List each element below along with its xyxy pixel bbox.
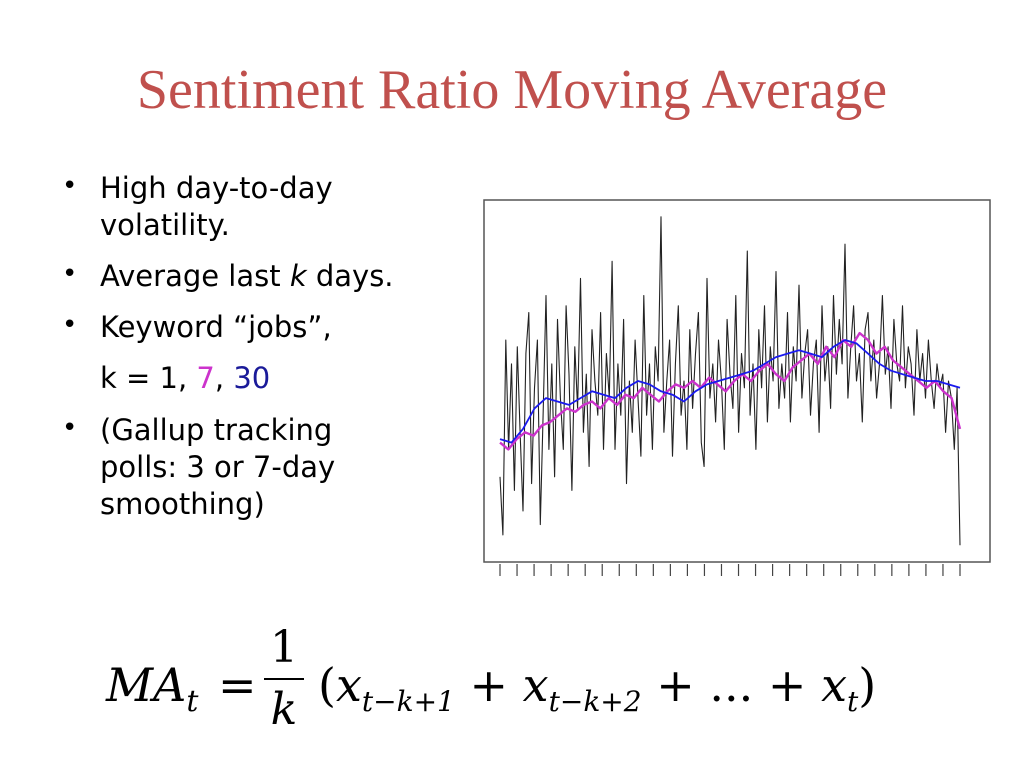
bullet-text: (Gallup tracking (100, 412, 333, 447)
series-line-1 (499, 331, 962, 451)
bullet-dot-icon: • (62, 259, 78, 290)
k-values-line: k = 1, 7, 30 (54, 360, 454, 397)
series-line-0 (499, 216, 961, 546)
sentiment-chart (476, 196, 996, 596)
formula-fraction: 1 k (264, 622, 304, 736)
formula-plus: + (641, 658, 710, 712)
formula-sub: t−k+1 (361, 685, 455, 719)
bullet-text: polls: 3 or 7-day (100, 449, 336, 484)
moving-average-formula: MAt = 1 k (xt−k+1 + xt−k+2 + ... + xt) (106, 622, 966, 742)
formula-lhs: MAt (106, 658, 198, 719)
bullet-text: Average last (100, 259, 290, 294)
bullet-volatility: • High day-to-day volatility. (54, 170, 454, 244)
formula-sub: t (847, 685, 859, 719)
bullet-dot-icon: • (62, 412, 78, 443)
formula-equals: = (218, 658, 257, 712)
bullet-dot-icon: • (62, 310, 78, 341)
k-values-sep: , (214, 361, 234, 396)
bullet-keyword: • Keyword “jobs”, (54, 309, 454, 346)
k-value-7: 7 (196, 361, 215, 396)
bullet-dot-icon: • (62, 171, 78, 201)
formula-x: x (335, 658, 362, 712)
bullet-list: • High day-to-day volatility. • Average … (54, 170, 454, 537)
k-values-prefix: k = 1, (100, 361, 197, 396)
series-line-2 (499, 339, 961, 444)
formula-open-paren: ( (318, 658, 336, 712)
formula-sub: t−k+2 (548, 685, 642, 719)
bullet-text: days. (306, 259, 394, 294)
formula-fraction-bar (264, 678, 304, 680)
bullet-text: smoothing) (100, 486, 265, 521)
bullet-text: volatility. (100, 208, 230, 243)
k-variable: k (289, 259, 307, 294)
bullet-text: Keyword “jobs”, (100, 310, 332, 345)
formula-x: x (821, 658, 848, 712)
formula-numerator: 1 (270, 622, 298, 673)
formula-plus: + (454, 658, 523, 712)
bullet-text: High day-to-day (100, 171, 333, 205)
bullet-gallup: • (Gallup tracking polls: 3 or 7-day smo… (54, 412, 454, 523)
formula-denominator: k (270, 684, 298, 735)
formula-x: x (522, 658, 549, 712)
formula-close-paren: ) (858, 658, 877, 712)
formula-dots: ... (709, 658, 754, 712)
formula-rhs: (xt−k+1 + xt−k+2 + ... + xt) (318, 658, 876, 718)
bullet-average-k: • Average last k days. (54, 258, 454, 295)
formula-ma: MA (106, 658, 187, 712)
slide-title: Sentiment Ratio Moving Average (136, 59, 888, 121)
k-value-30: 30 (233, 361, 271, 396)
chart-svg (483, 199, 991, 576)
formula-plus: + (753, 658, 822, 712)
formula-lhs-sub: t (186, 684, 199, 720)
